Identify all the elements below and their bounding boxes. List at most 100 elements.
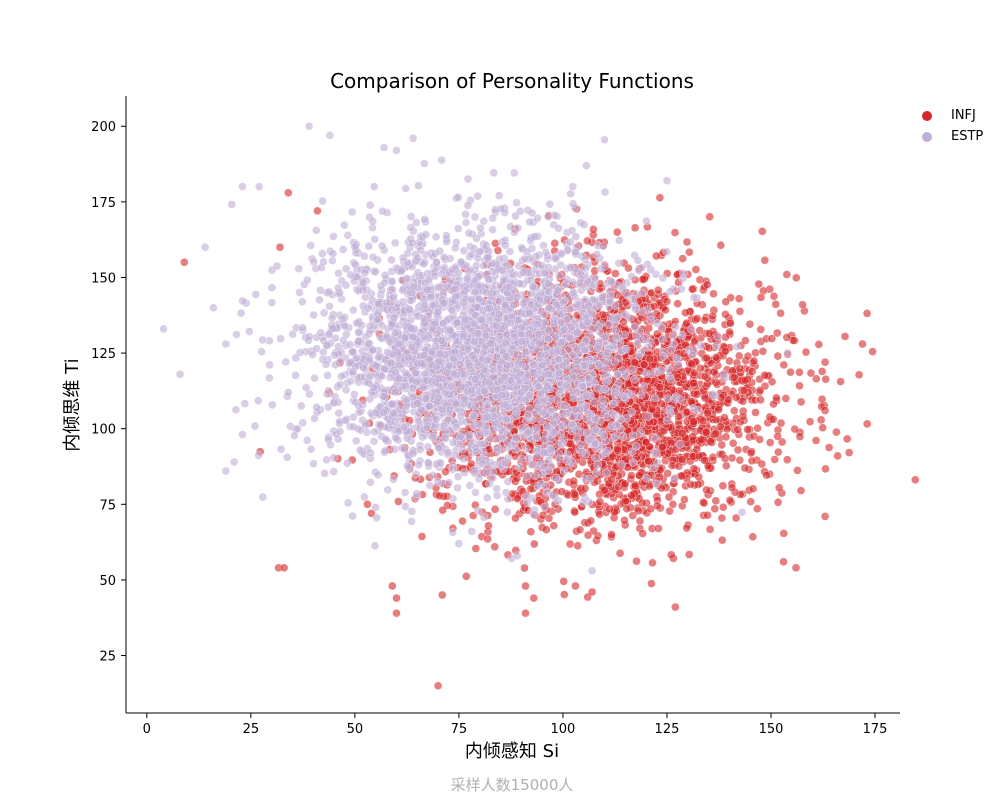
point-estp — [433, 477, 442, 487]
point-infj — [275, 242, 285, 252]
point-estp — [592, 468, 601, 477]
point-infj — [687, 359, 696, 369]
point-infj — [608, 452, 617, 462]
point-estp — [365, 200, 375, 210]
point-infj — [757, 459, 767, 469]
point-estp — [737, 507, 747, 517]
point-estp — [371, 267, 380, 277]
point-infj — [511, 513, 520, 523]
point-estp — [618, 432, 628, 441]
point-estp — [467, 527, 477, 536]
point-estp — [267, 283, 277, 292]
point-infj — [720, 346, 730, 356]
point-infj — [692, 314, 702, 323]
point-infj — [681, 308, 690, 317]
point-infj — [862, 419, 872, 429]
point-estp — [576, 440, 585, 449]
point-infj — [279, 563, 289, 573]
point-estp — [281, 357, 290, 367]
point-infj — [724, 395, 733, 404]
point-estp — [238, 296, 247, 306]
point-infj — [700, 316, 709, 325]
point-infj — [731, 393, 741, 402]
point-infj — [721, 432, 731, 442]
point-infj — [793, 466, 802, 475]
data-points — [159, 121, 920, 691]
point-infj — [654, 524, 663, 533]
point-estp — [329, 453, 338, 463]
point-infj — [786, 367, 795, 377]
point-estp — [316, 328, 326, 338]
point-infj — [755, 435, 764, 444]
point-estp — [517, 455, 527, 464]
point-infj — [720, 454, 730, 463]
point-infj — [662, 297, 672, 306]
point-estp — [513, 223, 523, 233]
point-infj — [620, 516, 629, 525]
point-infj — [605, 504, 614, 514]
point-estp — [492, 484, 501, 493]
point-estp — [522, 471, 532, 481]
point-estp — [489, 168, 498, 178]
point-infj — [751, 408, 760, 417]
point-estp — [340, 220, 349, 230]
point-estp — [559, 401, 569, 410]
point-estp — [329, 232, 338, 241]
point-infj — [816, 415, 826, 425]
point-infj — [729, 373, 739, 382]
point-estp — [642, 216, 651, 226]
point-infj — [709, 289, 718, 299]
point-estp — [501, 241, 510, 250]
point-infj — [747, 456, 757, 466]
point-estp — [651, 433, 660, 443]
point-infj — [583, 530, 593, 540]
point-infj — [655, 193, 665, 202]
point-infj — [526, 527, 536, 536]
point-infj — [703, 510, 712, 520]
point-estp — [348, 207, 357, 217]
point-infj — [795, 368, 804, 377]
point-infj — [433, 681, 443, 691]
point-infj — [663, 469, 672, 478]
point-estp — [631, 441, 641, 451]
point-estp — [522, 444, 531, 454]
point-infj — [698, 416, 708, 426]
point-infj — [490, 505, 500, 514]
point-infj — [773, 351, 783, 361]
series-estp — [159, 121, 792, 576]
point-infj — [754, 279, 764, 289]
point-estp — [551, 473, 561, 483]
point-infj — [801, 347, 811, 357]
point-infj — [767, 377, 777, 387]
point-estp — [245, 327, 254, 336]
point-infj — [682, 318, 691, 328]
point-estp — [436, 458, 445, 468]
point-infj — [670, 228, 680, 237]
point-infj — [607, 530, 616, 539]
point-infj — [700, 393, 710, 403]
point-infj — [573, 541, 582, 550]
point-estp — [450, 450, 460, 460]
point-infj — [735, 455, 745, 465]
point-estp — [465, 481, 475, 490]
point-estp — [360, 492, 369, 502]
point-estp — [666, 345, 676, 355]
point-infj — [580, 484, 590, 493]
point-infj — [462, 572, 471, 581]
point-estp — [418, 432, 427, 442]
point-estp — [600, 187, 610, 197]
point-estp — [461, 210, 470, 219]
point-infj — [717, 440, 727, 450]
point-infj — [180, 258, 189, 267]
point-infj — [746, 448, 756, 458]
point-infj — [795, 381, 804, 391]
point-infj — [812, 374, 821, 384]
point-estp — [568, 182, 578, 191]
point-estp — [373, 470, 383, 480]
point-infj — [711, 496, 721, 506]
point-estp — [633, 256, 643, 265]
point-estp — [369, 437, 379, 446]
point-infj — [820, 357, 830, 367]
point-estp — [334, 342, 343, 351]
point-infj — [779, 557, 788, 567]
